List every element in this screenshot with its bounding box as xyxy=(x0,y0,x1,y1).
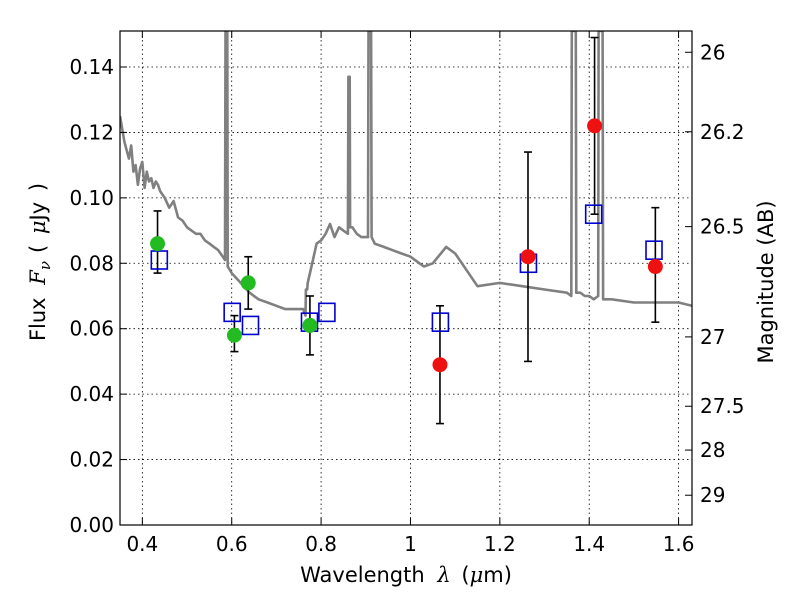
model-box xyxy=(645,240,663,260)
y2-tick-label: 27 xyxy=(700,325,725,349)
x-axis-ticks: 0.4 0.6 0.8 1 1.2 1.4 1.6 xyxy=(126,31,695,556)
y-axis-label: Flux Fν( μJy ) xyxy=(26,183,54,341)
x-axis-label: Wavelength λ (μm) xyxy=(300,563,512,587)
x-tick-label: 1.4 xyxy=(573,532,605,556)
model-box xyxy=(431,312,450,332)
grid-lines xyxy=(120,31,692,526)
x-tick-label: 0.6 xyxy=(216,532,248,556)
y-tick-label: 0.14 xyxy=(69,55,114,79)
optical-point xyxy=(240,275,256,291)
ir-point xyxy=(647,259,663,275)
model-spectrum xyxy=(120,31,692,317)
model-box xyxy=(318,302,336,323)
x-tick-label: 0.4 xyxy=(126,532,158,556)
y2-tick-label: 28 xyxy=(700,438,725,462)
model-box xyxy=(584,204,603,225)
y2-tick-label: 29 xyxy=(700,483,725,507)
optical-point xyxy=(150,236,166,252)
x-tick-label: 1.2 xyxy=(484,532,516,556)
ir-point xyxy=(587,118,603,134)
optical-data-points xyxy=(150,236,318,343)
x-tick-label: 0.8 xyxy=(305,532,337,556)
y-tick-label: 0.08 xyxy=(69,251,114,275)
model-box xyxy=(150,250,169,270)
optical-point xyxy=(302,317,318,333)
error-bars xyxy=(153,36,660,425)
model-box xyxy=(241,315,260,336)
ir-point xyxy=(520,249,536,265)
ir-point xyxy=(432,357,448,373)
plot-frame xyxy=(119,30,693,526)
y2-tick-label: 27.5 xyxy=(700,394,745,418)
ir-data-points xyxy=(432,118,663,373)
y-tick-label: 0.12 xyxy=(69,120,114,144)
model-box xyxy=(223,302,241,323)
y-tick-label: 0.06 xyxy=(69,317,114,341)
spectrum-line xyxy=(120,31,692,317)
y-tick-label: 0.10 xyxy=(69,186,114,210)
y-tick-label: 0.00 xyxy=(69,513,114,537)
y-tick-label: 0.02 xyxy=(69,448,114,472)
y2-tick-label: 26.5 xyxy=(700,215,745,239)
y2-tick-label: 26.2 xyxy=(700,120,745,144)
x-tick-label: 1 xyxy=(404,532,417,556)
y2-axis-ticks: 26 26.2 26.5 27 27.5 28 29 xyxy=(685,40,745,507)
y-axis-ticks: 0.00 0.02 0.04 0.06 0.08 0.10 0.12 0.14 xyxy=(69,55,127,537)
y-tick-label: 0.04 xyxy=(69,382,114,406)
y2-tick-label: 26 xyxy=(700,40,725,64)
x-tick-label: 1.6 xyxy=(663,532,695,556)
y2-axis-label: Magnitude (AB) xyxy=(754,200,778,363)
optical-point xyxy=(226,327,242,343)
